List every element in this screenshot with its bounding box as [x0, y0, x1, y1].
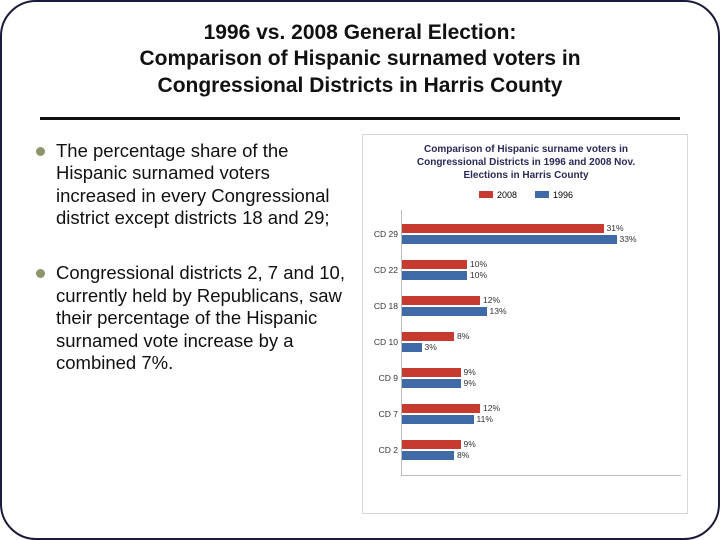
category-label: CD 18 [372, 301, 398, 311]
bullet-item: Congressional districts 2, 7 and 10, cur… [34, 262, 348, 375]
legend-label: 1996 [553, 190, 573, 200]
bar-label-2008: 31% [604, 223, 624, 233]
bar-2008: 8% [402, 332, 454, 341]
slide-title: 1996 vs. 2008 General Election: Comparis… [32, 20, 688, 99]
bar-2008: 9% [402, 368, 461, 377]
bar-group: CD 1812%13% [402, 288, 681, 324]
bar-label-2008: 12% [480, 403, 500, 413]
bar-label-1996: 11% [474, 414, 493, 424]
bar-1996: 13% [402, 307, 487, 316]
bar-label-1996: 33% [617, 234, 637, 244]
bar-2008: 12% [402, 296, 480, 305]
bar-label-1996: 13% [487, 306, 507, 316]
content-row: The percentage share of the Hispanic sur… [32, 134, 688, 514]
bar-group: CD 712%11% [402, 396, 681, 432]
bar-2008: 12% [402, 404, 480, 413]
chart-title-line-2: Congressional Districts in 1996 and 2008… [417, 157, 635, 168]
chart-legend: 2008 1996 [371, 190, 681, 200]
bar-1996: 11% [402, 415, 474, 424]
category-label: CD 22 [372, 265, 398, 275]
bar-label-2008: 8% [454, 331, 469, 341]
bar-label-1996: 8% [454, 450, 469, 460]
bar-1996: 9% [402, 379, 461, 388]
bar-group: CD 2210%10% [402, 252, 681, 288]
bar-label-2008: 9% [461, 367, 476, 377]
title-line-1: 1996 vs. 2008 General Election: [204, 21, 517, 44]
legend-label: 2008 [497, 190, 517, 200]
bar-label-2008: 12% [480, 295, 500, 305]
legend-swatch [479, 191, 493, 198]
category-label: CD 10 [372, 337, 398, 347]
chart-title-line-1: Comparison of Hispanic surname voters in [424, 144, 628, 155]
bar-label-2008: 9% [461, 439, 476, 449]
title-line-3: Congressional Districts in Harris County [158, 74, 563, 97]
chart-plot: CD 2931%33%CD 2210%10%CD 1812%13%CD 108%… [401, 210, 681, 476]
bullet-list: The percentage share of the Hispanic sur… [34, 140, 348, 375]
slide-frame: 1996 vs. 2008 General Election: Comparis… [0, 0, 720, 540]
bar-group: CD 108%3% [402, 324, 681, 360]
bar-1996: 3% [402, 343, 422, 352]
bar-2008: 10% [402, 260, 467, 269]
legend-item: 1996 [535, 190, 573, 200]
bar-label-1996: 3% [422, 342, 437, 352]
bullet-item: The percentage share of the Hispanic sur… [34, 140, 348, 230]
bar-label-1996: 10% [467, 270, 487, 280]
bar-group: CD 2931%33% [402, 216, 681, 252]
chart-title-line-3: Elections in Harris County [463, 170, 588, 181]
bar-2008: 31% [402, 224, 604, 233]
bar-1996: 33% [402, 235, 617, 244]
category-label: CD 7 [372, 409, 398, 419]
title-divider [40, 117, 680, 120]
bar-2008: 9% [402, 440, 461, 449]
bullet-panel: The percentage share of the Hispanic sur… [32, 134, 352, 514]
bar-group: CD 29%8% [402, 432, 681, 468]
chart-panel: Comparison of Hispanic surname voters in… [362, 134, 688, 514]
category-label: CD 2 [372, 445, 398, 455]
bar-1996: 8% [402, 451, 454, 460]
bar-1996: 10% [402, 271, 467, 280]
category-label: CD 29 [372, 229, 398, 239]
bar-label-2008: 10% [467, 259, 487, 269]
chart-title: Comparison of Hispanic surname voters in… [371, 143, 681, 182]
category-label: CD 9 [372, 373, 398, 383]
bar-group: CD 99%9% [402, 360, 681, 396]
title-line-2: Comparison of Hispanic surnamed voters i… [139, 47, 580, 70]
bar-label-1996: 9% [461, 378, 476, 388]
legend-swatch [535, 191, 549, 198]
legend-item: 2008 [479, 190, 517, 200]
